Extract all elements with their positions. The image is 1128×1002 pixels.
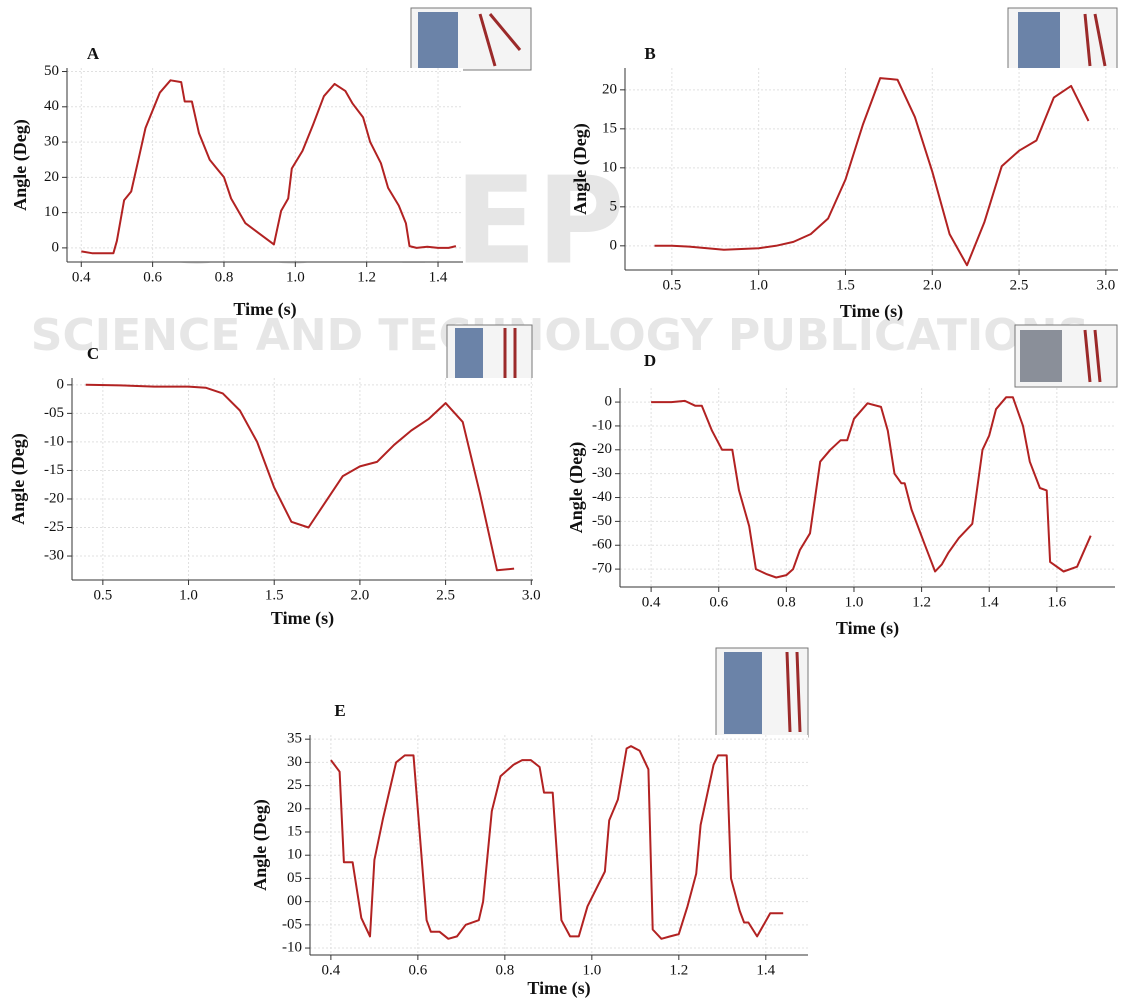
- plot-area: [72, 378, 533, 580]
- x-tick-label: 0.8: [495, 962, 514, 978]
- x-tick-label: 0.4: [322, 962, 341, 978]
- y-tick-label: 40: [44, 98, 59, 114]
- x-tick-label: 0.5: [662, 277, 681, 293]
- x-tick-label: 2.5: [436, 587, 455, 603]
- plot-area: [67, 68, 463, 262]
- x-tick-label: 1.4: [980, 594, 999, 610]
- x-tick-label: 1.6: [1047, 594, 1066, 610]
- x-tick-label: 0.4: [72, 269, 91, 285]
- x-tick-label: 1.2: [357, 269, 376, 285]
- y-axis-title: Angle (Deg): [10, 119, 31, 210]
- panel-label: C: [87, 344, 99, 363]
- photo-c: [447, 325, 532, 385]
- x-tick-label: 1.4: [756, 962, 775, 978]
- y-tick-label: -20: [44, 490, 64, 506]
- y-tick-label: 50: [44, 63, 59, 79]
- x-tick-label: 1.2: [912, 594, 931, 610]
- x-tick-label: 3.0: [1096, 277, 1115, 293]
- photo-e: [716, 648, 808, 737]
- y-tick-label: 10: [602, 159, 617, 175]
- x-tick-label: 1.2: [669, 962, 688, 978]
- figure: SCITEPRESS SCIENCE AND TECHNOLOGY PUBLIC…: [0, 0, 1128, 1002]
- y-tick-label: -30: [44, 547, 64, 563]
- y-tick-label: -30: [592, 465, 612, 481]
- y-tick-label: 5: [610, 198, 618, 214]
- y-axis-title: Angle (Deg): [570, 123, 591, 214]
- x-tick-label: 1.0: [582, 962, 601, 978]
- y-tick-label: -10: [592, 417, 612, 433]
- x-tick-label: 3.0: [522, 587, 541, 603]
- y-tick-label: -05: [282, 916, 302, 932]
- photo-d: [1015, 325, 1117, 387]
- x-tick-label: 1.0: [179, 587, 198, 603]
- panel-label: A: [87, 44, 100, 63]
- y-tick-label: -20: [592, 441, 612, 457]
- y-tick-label: -15: [44, 462, 64, 478]
- y-axis-title: Angle (Deg): [566, 442, 587, 533]
- x-tick-label: 1.4: [429, 269, 448, 285]
- y-tick-label: -25: [44, 519, 64, 535]
- y-tick-label: 20: [602, 81, 617, 97]
- chart-panel: 0.4 0.6 0.8 1.0 1.2 1.4 35 30 25 20 15 10 05 00 -05 -10…: [250, 701, 808, 999]
- x-axis-title: Time (s): [527, 978, 590, 999]
- x-tick-label: 1.0: [749, 277, 768, 293]
- y-tick-label: 30: [287, 754, 302, 770]
- photo-a: [411, 8, 531, 70]
- y-tick-label: -10: [44, 433, 64, 449]
- x-tick-label: 2.5: [1010, 277, 1029, 293]
- x-tick-label: 0.5: [93, 587, 112, 603]
- x-tick-label: 1.0: [845, 594, 864, 610]
- plot-area: [310, 735, 808, 955]
- chart-panel: 0.4 0.6 0.8 1.0 1.2 1.4 1.6 0 -10 -20 -30 -40 -50 -60…: [566, 351, 1115, 639]
- y-tick-label: 10: [44, 204, 59, 220]
- panel-label: D: [644, 351, 656, 370]
- y-tick-label: 30: [44, 134, 59, 150]
- y-tick-label: 20: [287, 800, 302, 816]
- y-tick-label: 15: [602, 120, 617, 136]
- y-axis-title: Angle (Deg): [250, 799, 271, 890]
- y-tick-label: -05: [44, 405, 64, 421]
- x-tick-label: 1.5: [265, 587, 284, 603]
- y-tick-label: 25: [287, 777, 302, 793]
- y-axis-title: Angle (Deg): [8, 433, 29, 524]
- y-tick-label: 00: [287, 893, 302, 909]
- x-tick-label: 0.8: [215, 269, 234, 285]
- y-tick-label: -60: [592, 537, 612, 553]
- photo-b: [1008, 8, 1117, 70]
- y-tick-label: 20: [44, 169, 59, 185]
- chart-panel: 0.5 1.0 1.5 2.0 2.5 3.0 0 -05 -10 -15 -20 -25 -30 C Ti…: [8, 344, 541, 629]
- plot-area: [625, 68, 1118, 270]
- watermark-subtitle: SCIENCE AND TECHNOLOGY PUBLICATIONS: [31, 310, 1089, 361]
- y-tick-label: 15: [287, 823, 302, 839]
- x-axis-title: Time (s): [836, 618, 899, 639]
- y-tick-label: 0: [605, 394, 613, 410]
- y-tick-label: -70: [592, 561, 612, 577]
- y-tick-label: -40: [592, 489, 612, 505]
- y-tick-label: 0: [52, 239, 60, 255]
- y-tick-label: -50: [592, 513, 612, 529]
- x-tick-label: 1.5: [836, 277, 855, 293]
- x-tick-label: 0.6: [709, 594, 728, 610]
- x-tick-label: 1.0: [286, 269, 305, 285]
- x-axis-title: Time (s): [233, 299, 296, 320]
- x-tick-label: 2.0: [923, 277, 942, 293]
- y-tick-label: 10: [287, 847, 302, 863]
- y-tick-label: 0: [610, 237, 618, 253]
- x-axis-title: Time (s): [271, 608, 334, 629]
- x-axis-title: Time (s): [840, 301, 903, 322]
- y-tick-label: 35: [287, 731, 302, 747]
- x-tick-label: 2.0: [351, 587, 370, 603]
- panel-label: B: [644, 44, 655, 63]
- panel-label: E: [334, 701, 345, 720]
- x-tick-label: 0.6: [143, 269, 162, 285]
- x-tick-label: 0.4: [642, 594, 661, 610]
- x-tick-label: 0.8: [777, 594, 796, 610]
- y-tick-label: -10: [282, 939, 302, 955]
- y-tick-label: 0: [57, 376, 65, 392]
- x-tick-label: 0.6: [408, 962, 427, 978]
- y-tick-label: 05: [287, 870, 302, 886]
